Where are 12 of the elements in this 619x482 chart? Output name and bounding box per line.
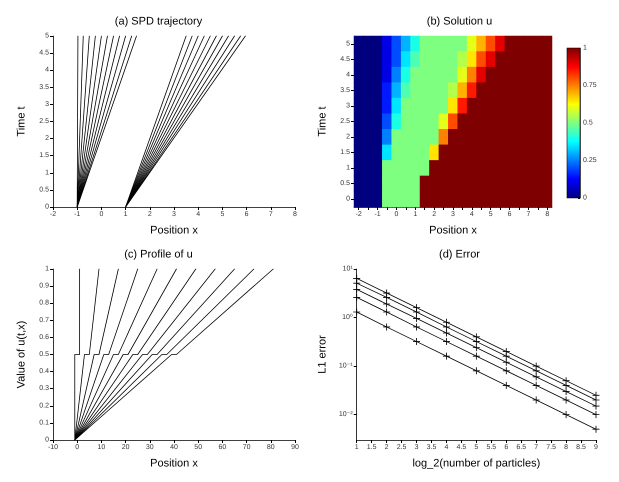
y-axis-title: L1 error <box>316 334 328 374</box>
chart-title: (b) Solution u <box>426 16 492 28</box>
x-axis-title: Position x <box>150 458 198 470</box>
chart-title: (c) Profile of u <box>124 248 193 260</box>
y-axis-title: Time t <box>316 106 328 137</box>
x-axis-title: log_2(number of particles) <box>412 458 540 470</box>
x-axis-title: Position x <box>429 224 478 236</box>
chart-title: (d) Error <box>439 248 480 260</box>
y-axis-title: Time t <box>16 106 28 137</box>
chart-title: (a) SPD trajectory <box>114 16 203 28</box>
x-axis-title: Position x <box>150 224 198 236</box>
y-axis-title: Value of u(t,x) <box>16 320 28 388</box>
